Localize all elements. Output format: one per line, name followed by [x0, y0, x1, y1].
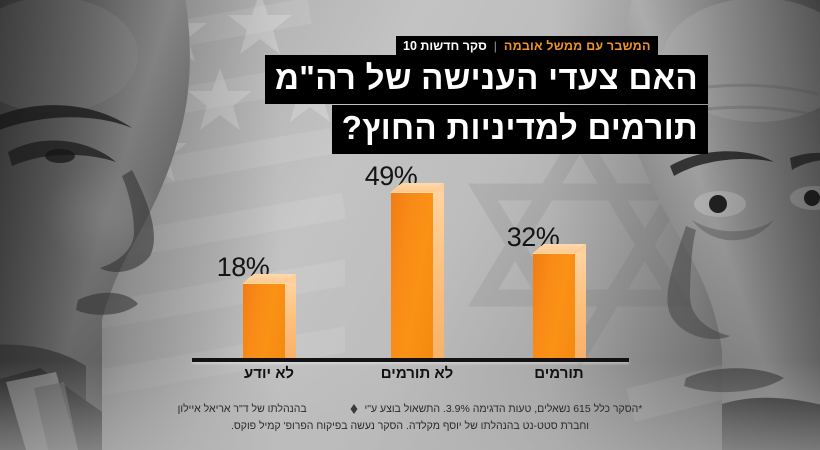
- axis-label-3: תורמים: [534, 365, 584, 382]
- bar-1-side-face: [285, 283, 296, 358]
- bar-3-side-face: [575, 253, 586, 358]
- methodology-text-before-logo: *הסקר כלל 615 נשאלים, טעות הדגימה 3.9%. …: [364, 403, 643, 416]
- headline-line-2-wrap: תורמים למדיניות החוץ?: [265, 104, 708, 154]
- bar-value-label-1: 18%: [216, 252, 270, 282]
- bar-1-top-face: [243, 274, 296, 283]
- bar-1: [243, 274, 296, 358]
- bar-2-top-face: [391, 183, 444, 192]
- kicker-source: סקר חדשות 10: [403, 39, 487, 53]
- page-title: האם צעדי הענישה של רה"מ תורמים למדיניות …: [265, 55, 708, 154]
- bar-1-front-face: [243, 283, 285, 358]
- panels-logo-icon: panels: [314, 403, 358, 415]
- star-of-david-decoration: [467, 121, 693, 369]
- bar-3-top-face: [533, 244, 586, 253]
- bar-1-top-corner: [285, 274, 296, 283]
- axis-label-2: לא תורמים: [380, 365, 454, 382]
- axis-label-1: לא יודע: [243, 365, 295, 382]
- methodology-note: *הסקר כלל 615 נשאלים, טעות הדגימה 3.9%. …: [0, 401, 820, 434]
- portrait-obama: [0, 0, 242, 450]
- bar-2-side-face: [433, 192, 444, 358]
- bar-value-label-2: 49%: [364, 161, 418, 191]
- headline-line-2: תורמים למדיניות החוץ?: [331, 104, 708, 154]
- bar-2-front-face: [391, 192, 433, 358]
- bar-3-top-corner: [575, 244, 586, 253]
- methodology-line-2: וחברת סטט-נט בהנהלתו של יוסף מקלדה. הסקר…: [230, 419, 590, 432]
- bar-2: [391, 183, 444, 358]
- kicker-bar: המשבר עם ממשל אובמה | סקר חדשות 10: [396, 36, 658, 56]
- bar-3: [533, 244, 586, 358]
- left-vignette: [0, 0, 280, 450]
- chart-baseline-axis: [192, 358, 629, 362]
- headline-line-1: האם צעדי הענישה של רה"מ: [265, 55, 708, 104]
- methodology-line-1: *הסקר כלל 615 נשאלים, טעות הדגימה 3.9%. …: [0, 401, 820, 417]
- headline-line-1-wrap: האם צעדי הענישה של רה"מ: [265, 55, 708, 104]
- kicker-separator: |: [493, 39, 497, 53]
- methodology-text-after-logo: בהנהלתו של ד"ר אריאל איילון: [177, 403, 307, 416]
- bar-3-front-face: [533, 253, 575, 358]
- kicker-topic: המשבר עם ממשל אובמה: [503, 39, 651, 53]
- bar-2-top-corner: [433, 183, 444, 192]
- bar-value-label-3: 32%: [506, 222, 560, 252]
